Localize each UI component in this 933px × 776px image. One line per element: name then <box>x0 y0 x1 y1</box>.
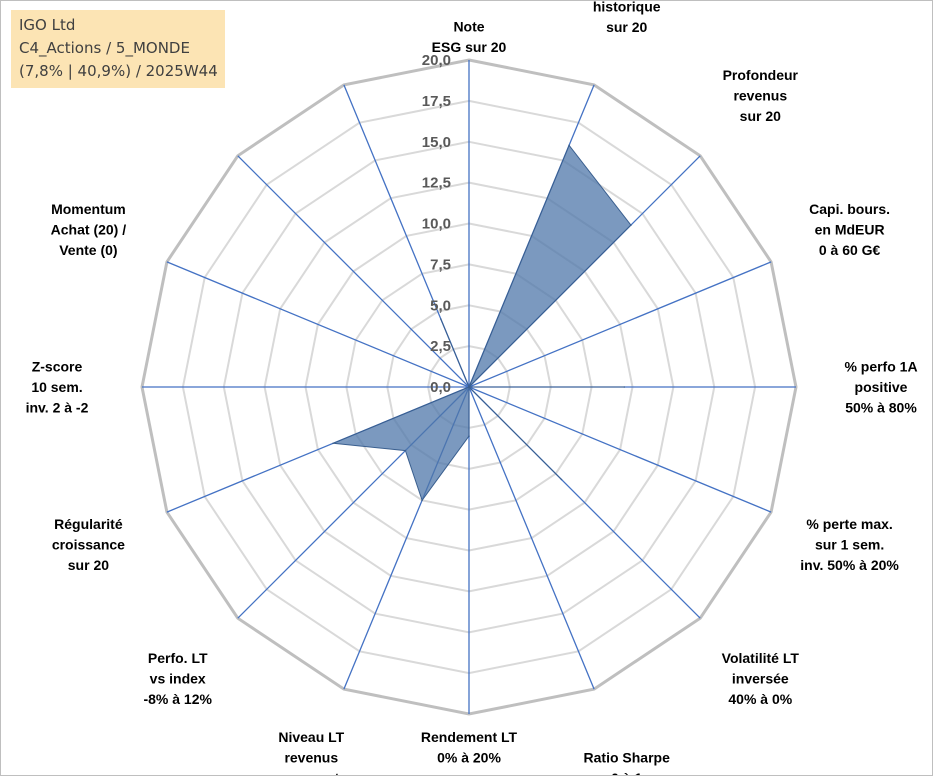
axis-label-line: revenus <box>733 88 787 104</box>
axis-label-line: Vente (0) <box>59 242 117 258</box>
axis-label-line: sur 20 <box>68 557 109 573</box>
axis-label-line: Achat (20) / <box>51 221 127 237</box>
tick-label: 0,0 <box>430 379 451 396</box>
axis-label-line: Régularité <box>54 516 123 532</box>
tick-label: 12,5 <box>422 175 451 192</box>
axis-label-line: sur 20 <box>740 108 781 124</box>
axis-label-line: sur 1 sem. <box>815 537 884 553</box>
axis-label: Ratio Sharpe 0 à 1 <box>584 749 671 775</box>
axis-label-line: positive <box>855 379 908 395</box>
axis-label: Niveau LTrevenusreccurents0% à 6% <box>276 729 348 775</box>
data-point <box>568 144 570 147</box>
axis-label-line: 10 sem. <box>31 379 82 395</box>
axis-label-line: ESG sur 20 <box>432 39 507 55</box>
tick-label: 10,0 <box>422 216 451 233</box>
axis-label-line: historique <box>593 1 661 14</box>
axis-label-line: Note <box>453 19 484 35</box>
axis-label-line: revenus <box>284 749 338 765</box>
axis-label-line: Niveau LT <box>278 729 344 745</box>
axis-label-line: Z-score <box>32 359 83 375</box>
axis-label-line: vs index <box>150 670 206 686</box>
axis-label: Profondeur revenus sur 20 <box>723 67 799 124</box>
tick-label: 5,0 <box>430 297 451 314</box>
performance-period: (7,8% | 40,9%) / 2025W44 <box>19 62 218 80</box>
portfolio-category: C4_Actions / 5_MONDE <box>19 39 190 57</box>
axis-spoke <box>468 386 595 690</box>
series-area <box>332 144 632 502</box>
axis-label-line: 40% à 0% <box>728 691 792 707</box>
axis-label-line: Volatilité LT <box>722 650 800 666</box>
axis-label-line: croissance <box>52 537 125 553</box>
axis-label-line: inv. 50% à 20% <box>800 557 899 573</box>
axis-label-line: sur 20 <box>606 19 647 35</box>
axis-label-line: % perte max. <box>806 516 892 532</box>
axis-label-line: 0% à 20% <box>437 750 501 766</box>
data-point <box>332 442 334 445</box>
tick-label: 17,5 <box>422 93 451 110</box>
axis-spoke <box>468 261 772 388</box>
axis-label-line: -8% à 12% <box>143 691 212 707</box>
axis-label: Note ESG sur 20 <box>432 19 507 56</box>
axis-label: % perte max. sur 1 sem. inv. 50% à 20% <box>800 516 899 573</box>
axis-spoke <box>166 261 470 388</box>
axis-label-line: Ratio Sharpe <box>584 749 671 765</box>
series-points <box>332 144 632 502</box>
tick-label: 15,0 <box>422 134 451 151</box>
axis-label-line: inversée <box>732 670 789 686</box>
data-point <box>623 386 626 388</box>
axis-label-line: inv. 2 à -2 <box>26 400 89 416</box>
axis-label: Capi. bours. en MdEUR 0 à 60 G€ <box>809 201 890 258</box>
tick-labels: 0,0 2,5 5,0 7,5 10,0 12,5 15,0 17,5 20,0 <box>422 52 451 396</box>
axis-label-line: 0 à 1 <box>611 770 642 775</box>
axis-label-line: reccurents <box>276 770 348 775</box>
axis-label: Z-score 10 sem. inv. 2 à -2 <box>26 359 89 416</box>
axis-spoke <box>237 155 470 388</box>
axis-label: % perfo 1A positive 50% à 80% <box>844 359 917 416</box>
axis-label-line: Rendement LT <box>421 729 518 745</box>
axis-label-line: 0 à 60 G€ <box>819 242 881 258</box>
axis-label-line: Momentum <box>51 201 126 217</box>
tick-label: 7,5 <box>430 256 451 273</box>
data-point <box>468 435 470 437</box>
tick-label: 2,5 <box>430 338 451 355</box>
axis-spoke <box>468 386 772 513</box>
axis-label: Perfo. LT vs index -8% à 12% <box>143 650 212 707</box>
axis-label: Volatilité LT inversée 40% à 0% <box>722 650 800 707</box>
axis-label-line: en MdEUR <box>815 221 885 237</box>
axis-label-line: Capi. bours. <box>809 201 890 217</box>
axis-label: Profondeurhistoriquesur 20 <box>589 1 665 35</box>
data-point <box>560 478 563 481</box>
axis-labels: Note ESG sur 20 Profondeur historique sur 20… <box>26 1 918 775</box>
data-point <box>421 499 423 502</box>
data-point <box>630 224 632 226</box>
axis-label-line: Perfo. LT <box>148 650 208 666</box>
info-box: IGO Ltd C4_Actions / 5_MONDE (7,8% | 40,… <box>11 10 225 88</box>
data-point <box>468 386 470 388</box>
axis-label: Rendement LT 0% à 20% <box>421 729 518 766</box>
axis-label: Momentum Achat (20) / Vente (0) <box>51 201 127 258</box>
axis-label-line: % perfo 1A <box>844 359 917 375</box>
data-point <box>440 318 442 320</box>
company-name: IGO Ltd <box>19 16 76 34</box>
axis-label-line: 50% à 80% <box>845 400 917 416</box>
axis-label: Régularité croissance sur 20 <box>52 516 125 573</box>
data-point <box>404 449 407 452</box>
tick-label: 20,0 <box>422 52 451 69</box>
axis-label-line: Profondeur <box>723 67 799 83</box>
